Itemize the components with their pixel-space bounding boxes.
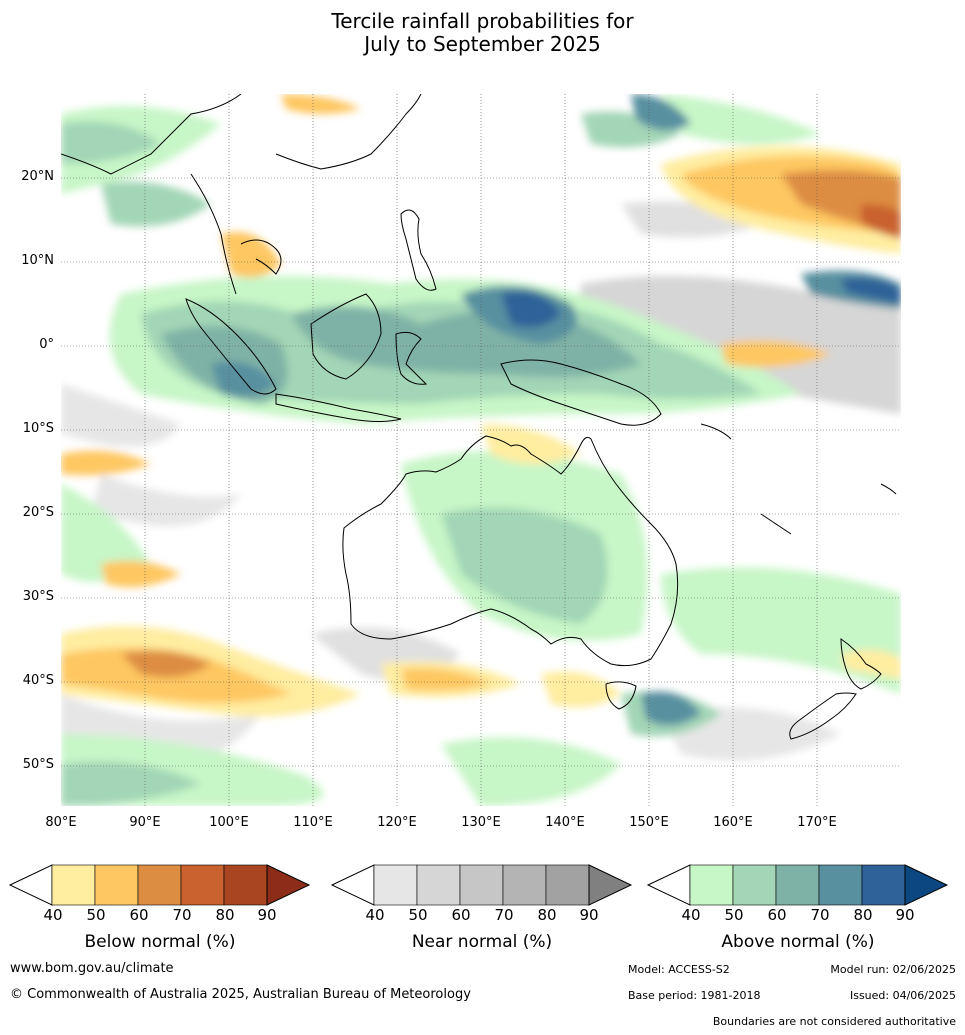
lon-label-100e: 100°E — [209, 815, 249, 830]
tick-label: 60 — [451, 906, 471, 924]
tick-label: 40 — [43, 906, 63, 924]
colorbar-below-title: Below normal (%) — [84, 932, 236, 952]
base-period-text: Base period: 1981-2018 — [628, 989, 761, 1002]
gridlines — [61, 94, 901, 806]
asia-coastline — [61, 94, 422, 295]
title-line-2: July to September 2025 — [364, 32, 601, 56]
colorbar-segment — [137, 864, 182, 906]
lat-label-50s: 50°S — [22, 757, 54, 772]
lat-label-20s: 20°S — [22, 505, 54, 520]
probability-map — [61, 94, 901, 806]
disclaimer-text: Boundaries are not considered authoritat… — [712, 1015, 956, 1028]
lat-label-30s: 30°S — [22, 589, 54, 604]
tick-label: 80 — [853, 906, 873, 924]
title-line-1: Tercile rainfall probabilities for — [331, 9, 634, 33]
issued-text: Issued: 04/06/2025 — [849, 989, 956, 1002]
colorbar-segment — [545, 864, 590, 906]
lat-label-40s: 40°S — [22, 673, 54, 688]
colorbar-extend-high — [266, 864, 311, 906]
lon-label-110e: 110°E — [293, 815, 333, 830]
lat-label-20n: 20°N — [21, 169, 54, 184]
tasmania-coastline — [605, 681, 637, 710]
lon-label-170e: 170°E — [797, 815, 837, 830]
lon-label-160e: 160°E — [713, 815, 753, 830]
tick-label: 50 — [408, 906, 428, 924]
tick-label: 90 — [895, 906, 915, 924]
lat-label-0: 0° — [39, 337, 54, 352]
tick-label: 80 — [537, 906, 557, 924]
tick-label: 50 — [724, 906, 744, 924]
colorbar-segment — [775, 864, 820, 906]
lon-label-150e: 150°E — [629, 815, 669, 830]
colorbar-segment — [861, 864, 906, 906]
colorbar-above-title: Above normal (%) — [721, 932, 875, 952]
java-coastline — [275, 393, 402, 422]
lon-label-80e: 80°E — [45, 815, 77, 830]
tick-label: 60 — [129, 906, 149, 924]
colorbar-near-title: Near normal (%) — [411, 932, 553, 952]
colorbar-segment — [180, 864, 225, 906]
probability-fields — [61, 94, 901, 806]
colorbar-segment — [459, 864, 504, 906]
borneo-coastline — [310, 293, 382, 380]
map-svg — [61, 94, 901, 806]
colorbar-extend-high — [904, 864, 949, 906]
model-run-text: Model run: 02/06/2025 — [830, 963, 956, 976]
colorbar-segment — [502, 864, 547, 906]
new-guinea-coastline — [500, 359, 662, 426]
tick-label: 70 — [494, 906, 514, 924]
colorbar-extend-high — [588, 864, 633, 906]
lat-label-10n: 10°N — [21, 253, 54, 268]
colorbar-segment — [373, 864, 418, 906]
website-link[interactable]: www.bom.gov.au/climate — [10, 961, 174, 976]
tick-label: 50 — [86, 906, 106, 924]
tick-label: 90 — [579, 906, 599, 924]
tick-label: 80 — [215, 906, 235, 924]
lat-label-10s: 10°S — [22, 421, 54, 436]
tick-label: 40 — [681, 906, 701, 924]
colorbar-segment — [223, 864, 268, 906]
sulawesi-coastline — [395, 331, 428, 385]
colorbar-segment — [94, 864, 139, 906]
tick-label: 40 — [365, 906, 385, 924]
philippines-coastline — [400, 209, 437, 291]
australia-coastline — [342, 435, 679, 667]
colorbar-extend-low — [646, 864, 691, 906]
colorbar-segment — [732, 864, 777, 906]
colorbar-segment — [818, 864, 863, 906]
colorbar-near — [330, 864, 633, 906]
colorbar-extend-low — [8, 864, 53, 906]
colorbar-segment — [416, 864, 461, 906]
colorbar-extend-low — [330, 864, 375, 906]
tick-label: 70 — [172, 906, 192, 924]
colorbar-above — [646, 864, 949, 906]
lon-label-90e: 90°E — [129, 815, 161, 830]
colorbar-below — [8, 864, 311, 906]
new-zealand-coastline — [789, 638, 882, 740]
lon-label-130e: 130°E — [461, 815, 501, 830]
tick-label: 60 — [767, 906, 787, 924]
model-text: Model: ACCESS-S2 — [628, 963, 730, 976]
lon-label-140e: 140°E — [545, 815, 585, 830]
tick-label: 90 — [257, 906, 277, 924]
map-title: Tercile rainfall probabilities for July … — [0, 10, 965, 56]
copyright-text: © Commonwealth of Australia 2025, Austra… — [10, 987, 471, 1002]
sumatra-coastline — [185, 298, 277, 395]
colorbar-segment — [51, 864, 96, 906]
colorbar-segment — [689, 864, 734, 906]
tick-label: 70 — [810, 906, 830, 924]
lon-label-120e: 120°E — [377, 815, 417, 830]
